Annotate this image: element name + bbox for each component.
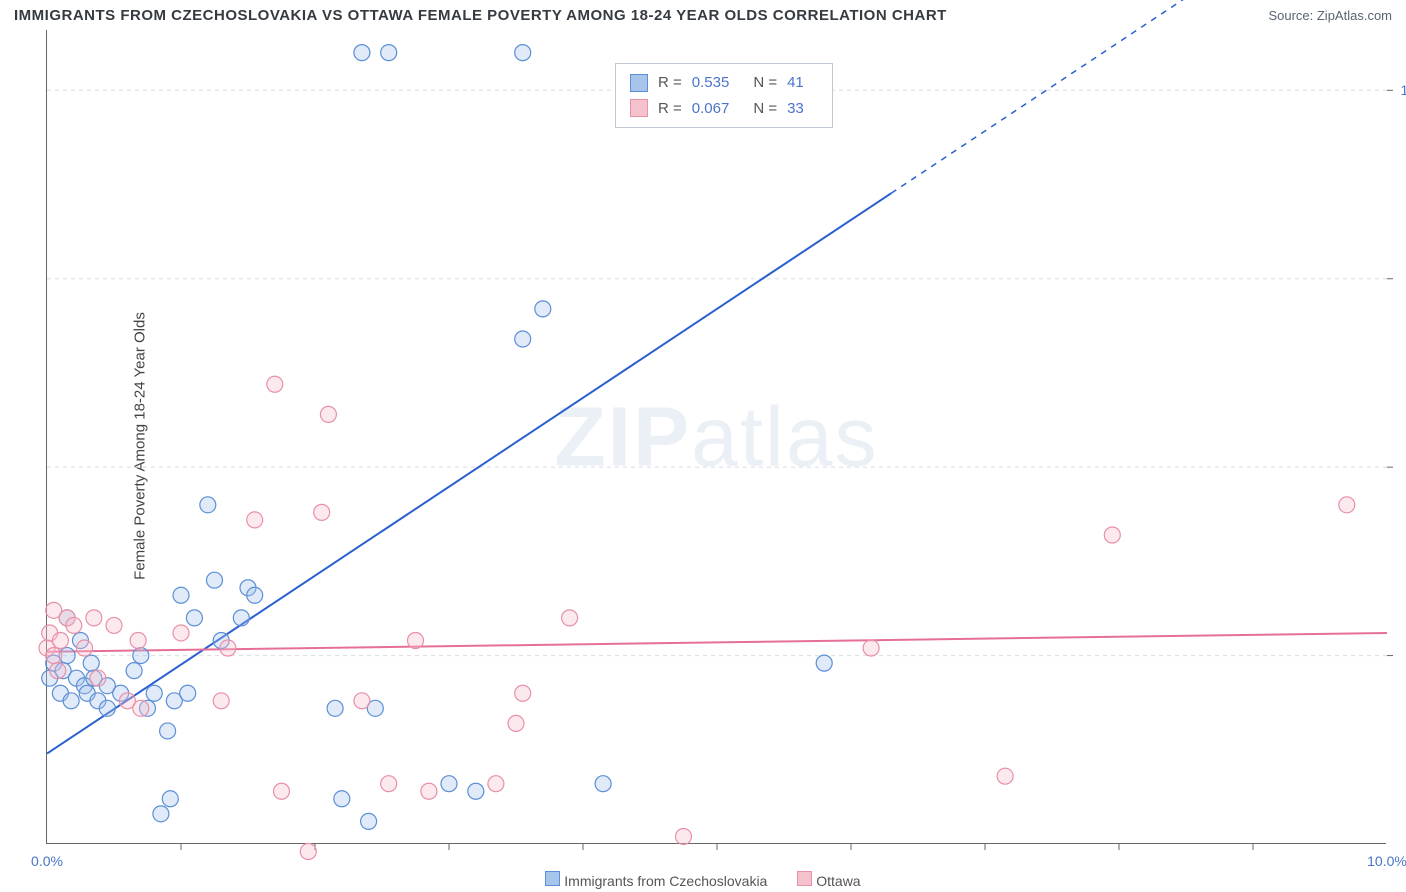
stat-r-value: 0.067 [692,96,730,122]
stats-swatch-ottawa [630,99,648,117]
legend-item-ottawa: Ottawa [797,871,860,889]
stat-r-label: R = [658,70,682,96]
stat-n-label: N = [753,96,777,122]
source-attribution: Source: ZipAtlas.com [1268,8,1392,23]
plot-area: ZIPatlas 25.0%50.0%75.0%100.0% 0.0%10.0%… [46,30,1386,844]
stat-n-label: N = [753,70,777,96]
stats-row-czech: R = 0.535 N = 41 [630,70,818,96]
chart-title: IMMIGRANTS FROM CZECHOSLOVAKIA VS OTTAWA… [14,7,947,24]
legend-item-czech: Immigrants from Czechoslovakia [545,871,767,889]
bottom-legend: Immigrants from Czechoslovakia Ottawa [0,868,1406,892]
x-tick-label: 0.0% [31,853,63,869]
plot-svg [47,30,1386,843]
legend-swatch-ottawa [797,871,812,886]
x-tick-label: 10.0% [1367,853,1406,869]
legend-label-ottawa: Ottawa [816,873,860,889]
stat-r-label: R = [658,96,682,122]
title-bar: IMMIGRANTS FROM CZECHOSLOVAKIA VS OTTAWA… [0,0,1406,30]
stat-n-value: 33 [787,96,804,122]
stat-r-value: 0.535 [692,70,730,96]
y-tick-label: 100.0% [1401,82,1406,98]
stat-n-value: 41 [787,70,804,96]
legend-swatch-czech [545,871,560,886]
stats-row-ottawa: R = 0.067 N = 33 [630,96,818,122]
correlation-chart: IMMIGRANTS FROM CZECHOSLOVAKIA VS OTTAWA… [0,0,1406,892]
legend-label-czech: Immigrants from Czechoslovakia [564,873,767,889]
stats-swatch-czech [630,74,648,92]
stats-legend-box: R = 0.535 N = 41 R = 0.067 N = 33 [615,63,833,128]
